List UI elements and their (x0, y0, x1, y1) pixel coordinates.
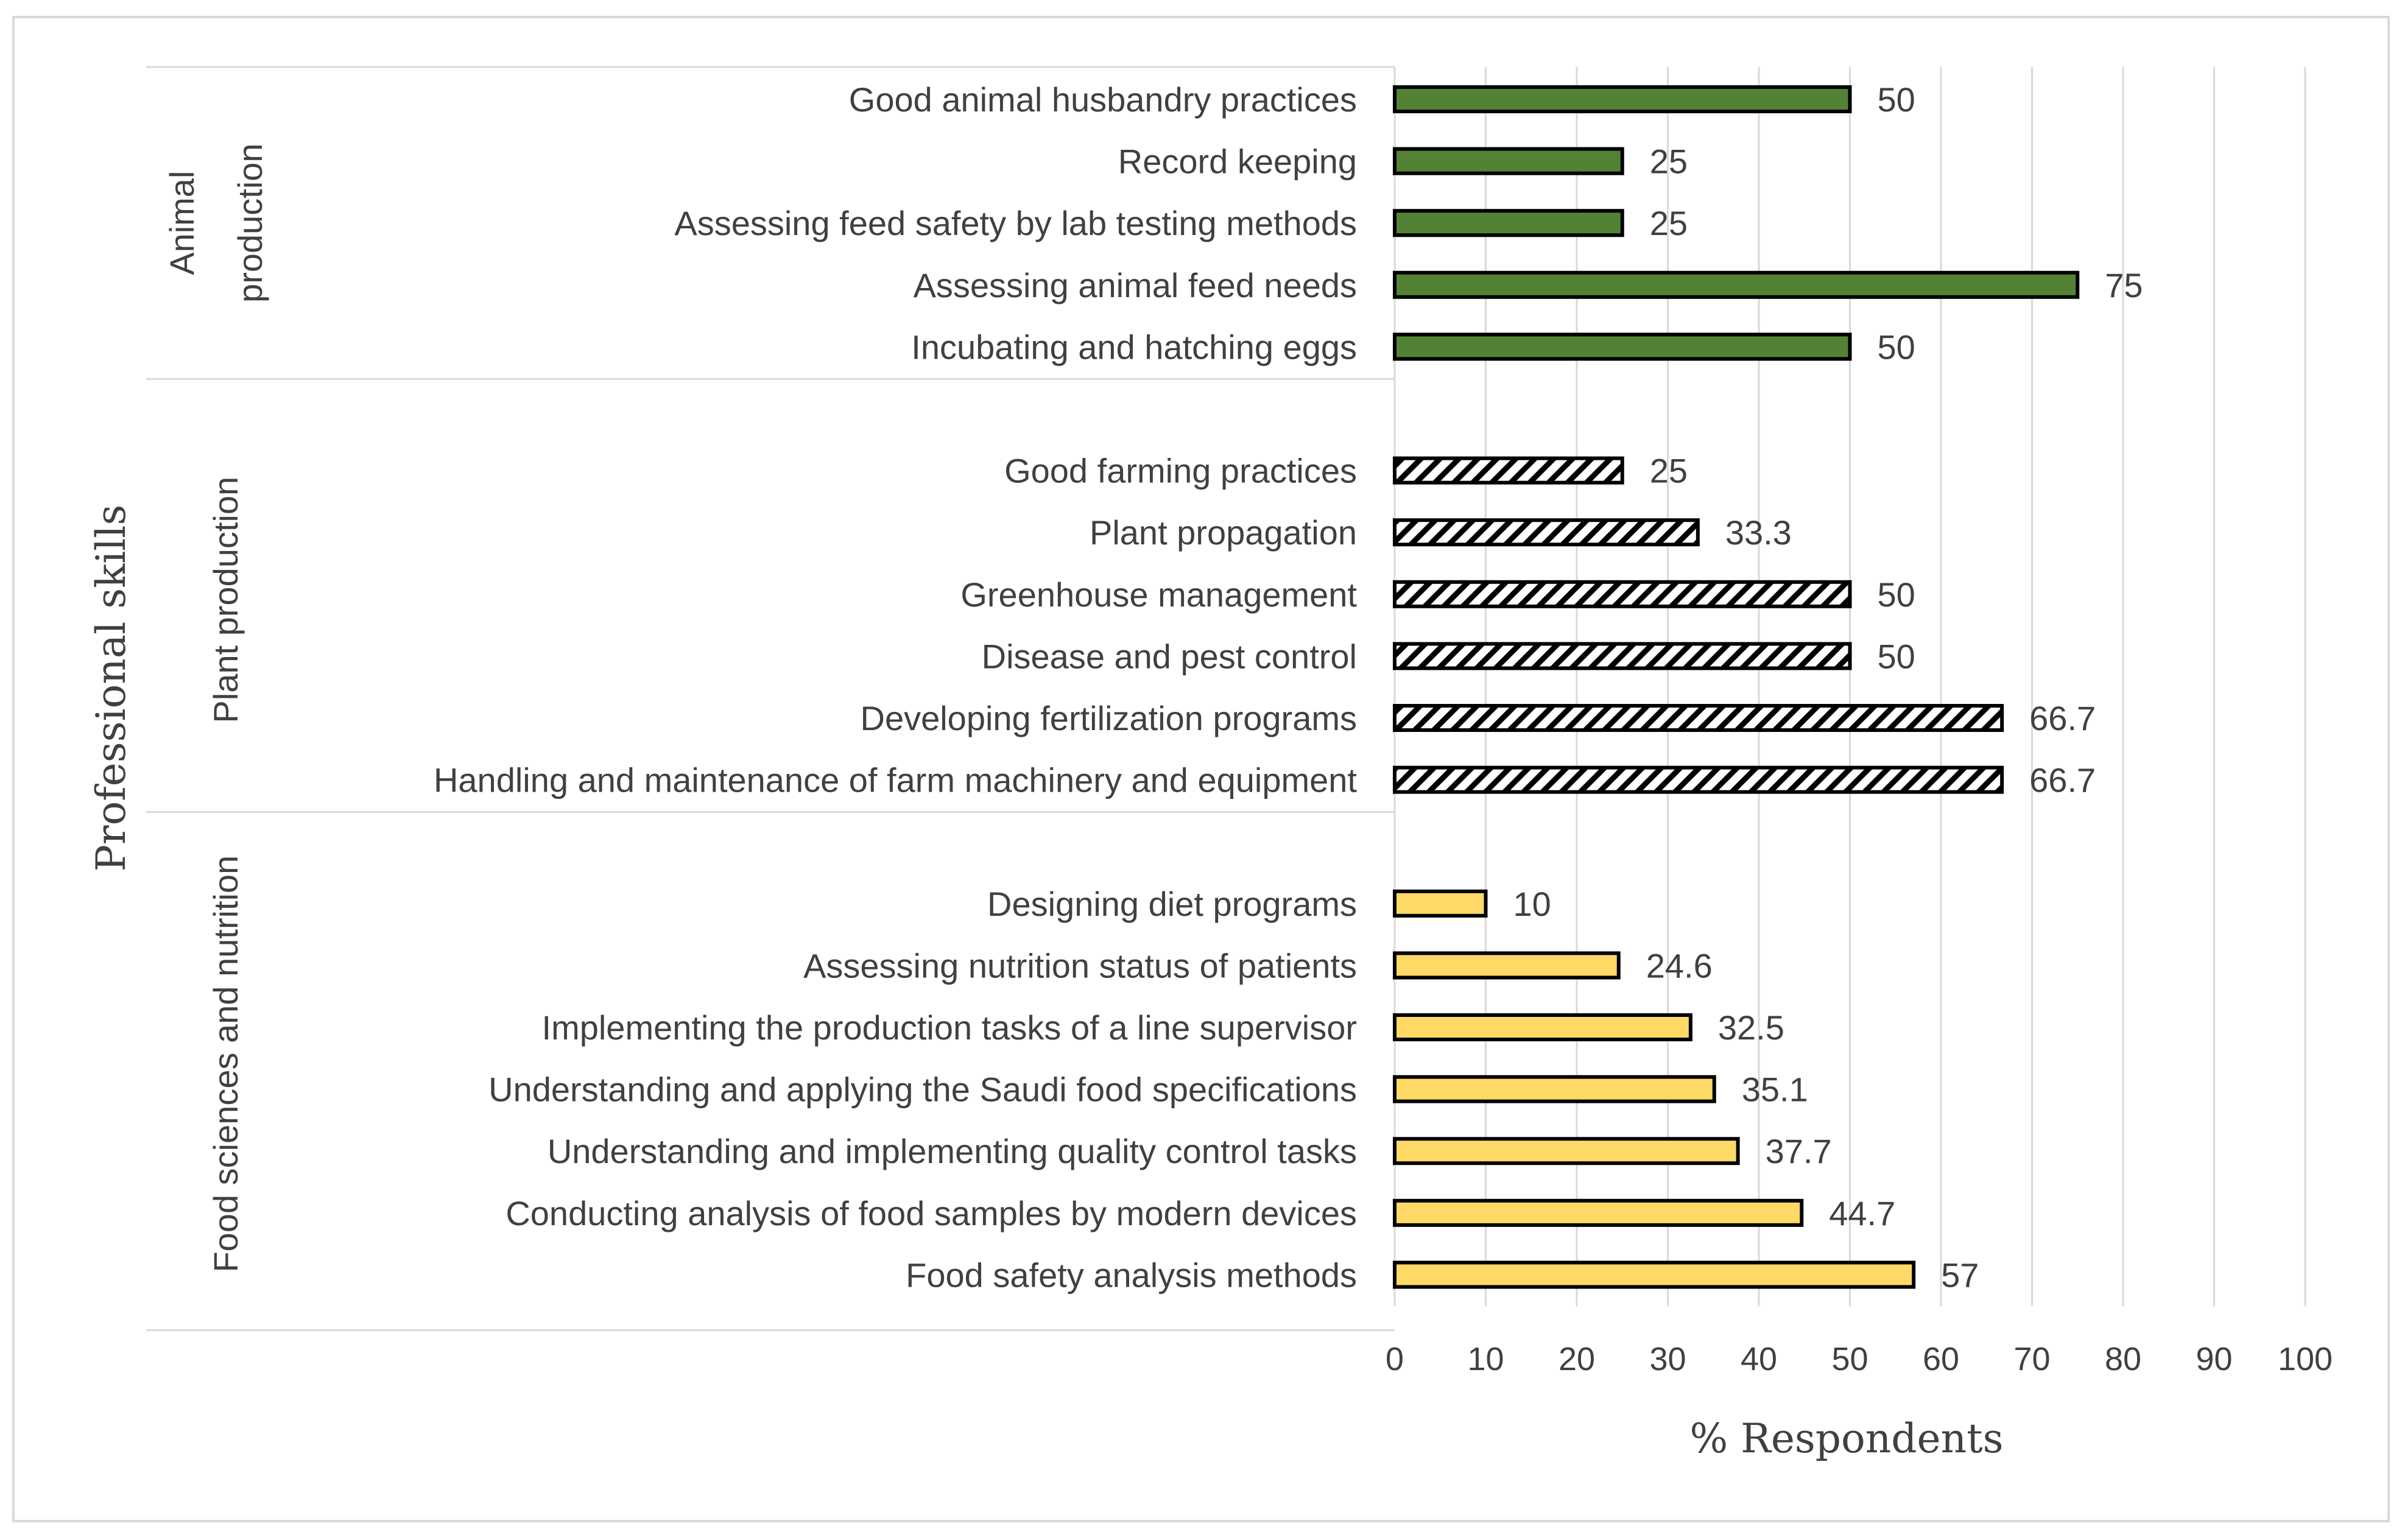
bar-value-label: 50 (1878, 575, 1915, 614)
x-tick-label: 30 (1649, 1341, 1686, 1377)
x-tick-label: 10 (1467, 1341, 1504, 1377)
y-axis-title: Professional skills (88, 505, 135, 872)
bar-value-label: 10 (1513, 885, 1551, 923)
bar (1393, 1260, 1916, 1289)
x-tick-label: 90 (2196, 1341, 2232, 1377)
bar-value-label: 35.1 (1742, 1071, 1808, 1109)
category-label: Food safety analysis methods (906, 1256, 1357, 1294)
bar (1393, 765, 2004, 794)
category-label: Plant propagation (1090, 513, 1357, 552)
bar (1393, 1137, 1740, 1166)
group-label: Animal (163, 171, 201, 275)
category-label: Conducting analysis of food samples by m… (505, 1194, 1357, 1232)
bar-value-label: 75 (2105, 266, 2143, 304)
bar-value-label: 25 (1650, 142, 1688, 181)
bar (1393, 1198, 1804, 1227)
x-tick-label: 50 (1831, 1341, 1868, 1377)
bar-value-label: 25 (1650, 204, 1688, 242)
bar-value-label: 66.7 (2029, 761, 2096, 800)
group-label: production (231, 143, 269, 303)
bar (1393, 147, 1624, 175)
bar (1393, 518, 1700, 547)
bar (1393, 704, 2004, 732)
category-label: Record keeping (1118, 142, 1357, 181)
bar (1393, 1013, 1692, 1041)
category-label: Understanding and implementing quality c… (548, 1132, 1357, 1170)
x-tick-label: 20 (1558, 1341, 1595, 1377)
category-label: Disease and pest control (982, 637, 1357, 675)
bar (1393, 1075, 1716, 1103)
bar (1393, 642, 1852, 670)
bar-value-label: 50 (1878, 328, 1915, 366)
category-separators (146, 66, 1395, 1331)
bar-value-label: 66.7 (2029, 699, 2096, 737)
bar (1393, 580, 1852, 608)
x-axis-ticks: 0 10 20 30 40 50 60 70 80 90 100 (1386, 1341, 2333, 1377)
x-axis-title: % Respondents (1689, 1415, 2003, 1462)
bar (1393, 889, 1488, 918)
bar-value-label: 57 (1941, 1256, 1979, 1294)
x-tick-label: 0 (1386, 1341, 1404, 1377)
category-label: Greenhouse management (960, 575, 1357, 614)
category-label: Incubating and hatching eggs (911, 328, 1357, 366)
bar (1393, 209, 1624, 237)
category-label: Assessing feed safety by lab testing met… (674, 204, 1357, 242)
bar-value-label: 37.7 (1766, 1132, 1832, 1170)
category-label: Handling and maintenance of farm machine… (434, 761, 1357, 800)
bar-value-label: 50 (1878, 80, 1915, 119)
bar-value-label: 25 (1650, 452, 1688, 490)
bar-value-label: 44.7 (1829, 1194, 1895, 1232)
x-tick-label: 80 (2105, 1341, 2141, 1377)
bar (1393, 332, 1852, 361)
category-label: Assessing nutrition status of patients (803, 946, 1357, 985)
category-label: Developing fertilization programs (861, 699, 1358, 737)
x-tick-label: 100 (2278, 1341, 2333, 1377)
bar (1393, 456, 1624, 485)
bar-value-label: 32.5 (1718, 1008, 1784, 1047)
group-label: Food sciences and nutrition (206, 856, 245, 1273)
bar (1393, 270, 2080, 299)
bars: 50 25 25 75 50 25 33.3 50 50 66.7 66.7 10 24.632.5 35… (1393, 80, 2143, 1294)
x-tick-label: 60 (1923, 1341, 1959, 1377)
x-tick-label: 40 (1741, 1341, 1777, 1377)
bar (1393, 85, 1852, 113)
category-label: Good farming practices (1004, 452, 1357, 490)
bar-value-label: 33.3 (1725, 513, 1792, 552)
bar-value-label: 24.6 (1646, 946, 1713, 985)
category-label: Good animal husbandry practices (849, 80, 1357, 119)
category-label: Designing diet programs (987, 885, 1357, 923)
category-label: Implementing the production tasks of a l… (542, 1008, 1357, 1047)
x-tick-label: 70 (2013, 1341, 2050, 1377)
category-label: Assessing animal feed needs (914, 266, 1357, 304)
group-label: Plant production (206, 477, 245, 723)
bar (1393, 951, 1621, 980)
category-label: Understanding and applying the Saudi foo… (488, 1071, 1357, 1109)
bar-value-label: 50 (1878, 637, 1915, 675)
category-labels: Good animal husbandry practices Record ke… (163, 80, 1357, 1294)
